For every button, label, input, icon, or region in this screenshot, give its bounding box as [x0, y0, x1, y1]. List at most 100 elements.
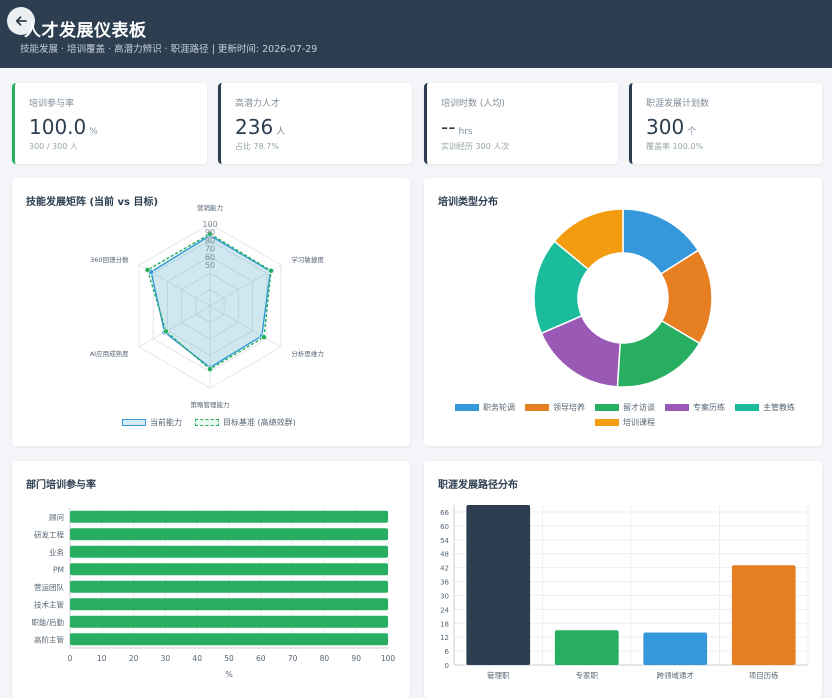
radar-axis-label: 学习敏捷度: [291, 255, 324, 264]
bar: [70, 528, 388, 541]
skill-matrix-card: 技能发展矩阵 (当前 vs 目标) 50 60 70 80 90 100 营销能力 学习敏捷度…: [12, 178, 410, 446]
x-axis-label: %: [225, 670, 233, 679]
legend-item[interactable]: 培训课程: [595, 417, 655, 428]
radar-scale-label: 50: [205, 261, 215, 270]
legend-item[interactable]: 专案历练: [665, 402, 725, 413]
donut-chart: [533, 208, 713, 388]
kpi-label: 培训时数 (人均): [441, 99, 505, 109]
kpi-note: 占比 78.7%: [235, 142, 279, 151]
card-title: 职涯发展路径分布: [438, 480, 518, 491]
legend-swatch: [455, 404, 479, 411]
radar-point: [261, 334, 267, 341]
radar-point: [144, 267, 151, 273]
radar-point: [268, 267, 274, 274]
x-tick-label: 70: [288, 654, 298, 663]
legend-swatch: [595, 404, 619, 411]
page-title: 人才发展仪表板: [24, 21, 147, 41]
x-tick-label: 跨领域通才: [657, 670, 695, 680]
x-tick-label: 50: [224, 654, 234, 663]
y-tick-label: 6: [445, 648, 450, 656]
legend-item-current[interactable]: 当前能力: [122, 417, 182, 428]
donut-slice: [553, 208, 624, 271]
kpi-note: 300 / 300 人: [29, 142, 78, 151]
legend-swatch: [595, 419, 619, 426]
career-path-card: 职涯发展路径分布 0 6 12 18 24 30 36 42 48 54 60 66 管理职 专家职 跨领域…: [424, 461, 822, 698]
kpi-label: 高潜力人才: [235, 99, 281, 109]
career-bar-chart: 0 6 12 18 24 30 36 42 48 54 60 66 管理职 专家职 跨领域通才 项目历练: [440, 505, 809, 680]
bar: [70, 563, 388, 576]
radar-point: [163, 328, 169, 335]
x-tick-label: 20: [129, 654, 139, 663]
training-type-card: 培训类型分布 职务轮调 领导培养 留才访谈 专案历练 主管教练 培训课程: [424, 178, 822, 446]
x-tick-label: 30: [161, 654, 171, 663]
y-tick-label: 36: [440, 579, 449, 587]
radar-axis-label: 分析思维力: [291, 349, 324, 358]
bar: [466, 505, 531, 665]
arrow-left-icon: [15, 16, 27, 26]
bar: [70, 633, 388, 646]
kpi-note: 实训经历 300 人次: [441, 142, 510, 151]
kpi-card-career-plans: 职涯发展计划数 300 个 覆盖率 100.0%: [629, 83, 822, 164]
legend-label: 培训课程: [623, 418, 655, 427]
legend-swatch: [195, 419, 219, 426]
legend-swatch: [665, 404, 689, 411]
y-tick-label: 18: [440, 620, 449, 628]
legend-item[interactable]: 留才访谈: [595, 402, 655, 413]
kpi-value: 100.0%: [29, 115, 98, 139]
y-tick-label: 66: [440, 509, 449, 517]
x-tick-label: 10: [97, 654, 107, 663]
legend-item[interactable]: 领导培养: [525, 402, 585, 413]
kpi-value: -- hrs: [441, 115, 473, 139]
radar-axis-label: 360回馈分数: [90, 255, 129, 264]
kpi-label: 职涯发展计划数: [646, 99, 710, 109]
legend-swatch: [525, 404, 549, 411]
y-tick-label: 职能/后勤: [31, 617, 64, 627]
legend-label: 主管教练: [763, 403, 795, 412]
legend-label: 留才访谈: [623, 403, 655, 412]
radar-axis-label: 营销能力: [197, 203, 223, 212]
x-tick-label: 60: [256, 654, 266, 663]
y-tick-label: 0: [445, 662, 449, 670]
radar-point: [207, 230, 213, 237]
bar: [643, 632, 708, 665]
legend-label: 目标基准 (高绩效群): [223, 418, 296, 427]
page-subtitle: 技能发展 · 培训覆盖 · 高潜力辨识 · 职涯路径 | 更新时间: 2026-…: [20, 44, 318, 55]
radar-point: [207, 366, 213, 373]
legend-swatch: [735, 404, 759, 411]
back-button[interactable]: [7, 7, 35, 35]
y-tick-label: 42: [440, 565, 449, 573]
card-title: 部门培训参与率: [26, 480, 96, 491]
legend-item-target[interactable]: 目标基准 (高绩效群): [195, 417, 296, 428]
bar: [70, 615, 388, 628]
legend-item[interactable]: 主管教练: [735, 402, 795, 413]
kpi-card-training-participation: 培训参与率 100.0% 300 / 300 人: [12, 83, 207, 164]
kpi-card-high-potential: 高潜力人才 236 人 占比 78.7%: [218, 83, 412, 164]
donut-legend: 职务轮调 领导培养 留才访谈 专案历练 主管教练培训课程: [450, 402, 800, 428]
radar-axis-label: 策略管理能力: [191, 400, 230, 409]
y-tick-label: 54: [440, 537, 449, 545]
y-tick-label: 研发工程: [34, 529, 64, 539]
y-tick-label: 60: [440, 523, 449, 531]
radar-scale-label: 90: [205, 228, 215, 237]
x-tick-label: 管理职: [487, 670, 510, 680]
dept-participation-card: 部门培训参与率 0 10 20 30 40 50 60 70 80 90 100 顾问 研发工程 业务 PM…: [12, 461, 410, 698]
y-tick-label: 12: [440, 634, 449, 642]
x-tick-label: 专家职: [576, 670, 599, 680]
legend-label: 专案历练: [693, 403, 725, 412]
y-tick-label: 顾问: [49, 513, 64, 522]
legend-item[interactable]: 职务轮调: [455, 402, 515, 413]
radar-spoke: [209, 305, 282, 348]
bar: [70, 545, 388, 558]
radar-scale-label: 80: [205, 236, 215, 245]
y-tick-label: 业务: [49, 547, 64, 557]
card-title: 技能发展矩阵 (当前 vs 目标): [26, 197, 159, 208]
kpi-value: 236 人: [235, 115, 286, 139]
kpi-label: 培训参与率: [29, 99, 75, 109]
x-tick-label: 项目历练: [749, 670, 779, 680]
radar-scale-label: 100: [202, 220, 217, 229]
legend-label: 领导培养: [553, 403, 585, 412]
kpi-note: 覆盖率 100.0%: [646, 142, 704, 151]
x-tick-label: 40: [192, 654, 202, 663]
